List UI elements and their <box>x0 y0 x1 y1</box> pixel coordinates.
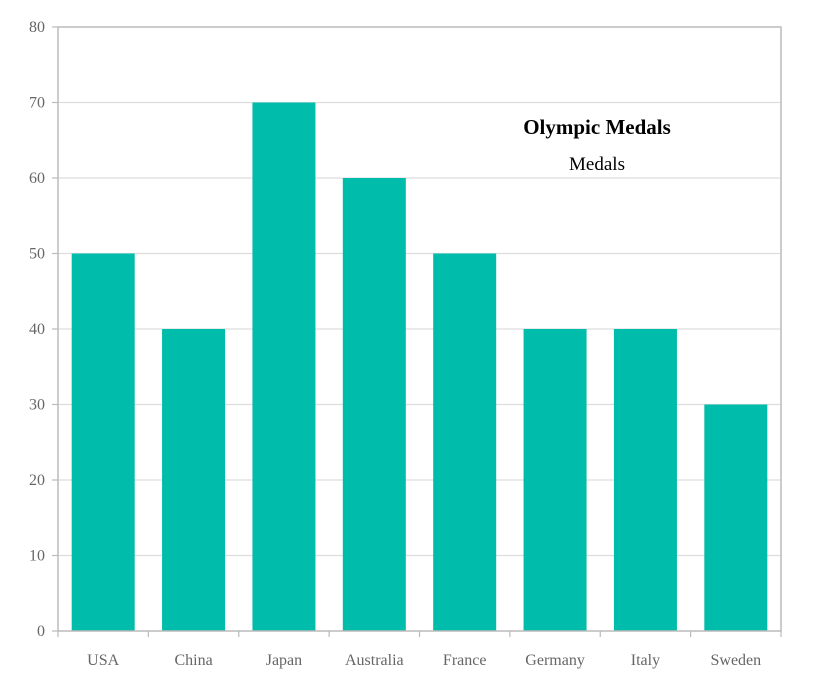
chart-title: Olympic Medals <box>523 115 671 139</box>
x-tick-label-japan: Japan <box>266 652 302 669</box>
bar-australia[interactable] <box>342 178 406 631</box>
x-axis-ticks: USA China Japan Australia France Germany Italy… <box>57 631 782 669</box>
bar-italy[interactable] <box>613 329 677 631</box>
y-axis-ticks: 0 10 20 30 40 50 60 70 80 <box>29 19 58 640</box>
bar-usa[interactable] <box>71 253 135 632</box>
x-tick-label-usa: USA <box>87 652 119 669</box>
y-tick-label: 0 <box>37 623 45 640</box>
legend-series-label: Medals <box>569 154 625 175</box>
bar-germany[interactable] <box>523 329 587 631</box>
y-tick-label: 50 <box>29 246 45 263</box>
x-tick-label-germany: Germany <box>525 652 585 669</box>
bar-japan[interactable] <box>252 102 316 632</box>
x-tick-label-italy: Italy <box>631 652 660 669</box>
y-tick-label: 60 <box>29 170 45 187</box>
y-tick-label: 80 <box>29 19 45 36</box>
y-tick-label: 70 <box>29 95 45 112</box>
x-tick-label-china: China <box>174 652 212 669</box>
x-tick-label-sweden: Sweden <box>710 652 761 669</box>
bar-france[interactable] <box>433 253 497 632</box>
x-tick-label-australia: Australia <box>345 652 404 669</box>
bar-china[interactable] <box>162 329 226 631</box>
bars <box>71 102 768 632</box>
y-tick-label: 10 <box>29 548 45 565</box>
bar-sweden[interactable] <box>704 404 768 632</box>
y-tick-label: 20 <box>29 472 45 489</box>
y-tick-label: 40 <box>29 321 45 338</box>
x-tick-label-france: France <box>443 652 487 669</box>
y-tick-label: 30 <box>29 397 45 414</box>
